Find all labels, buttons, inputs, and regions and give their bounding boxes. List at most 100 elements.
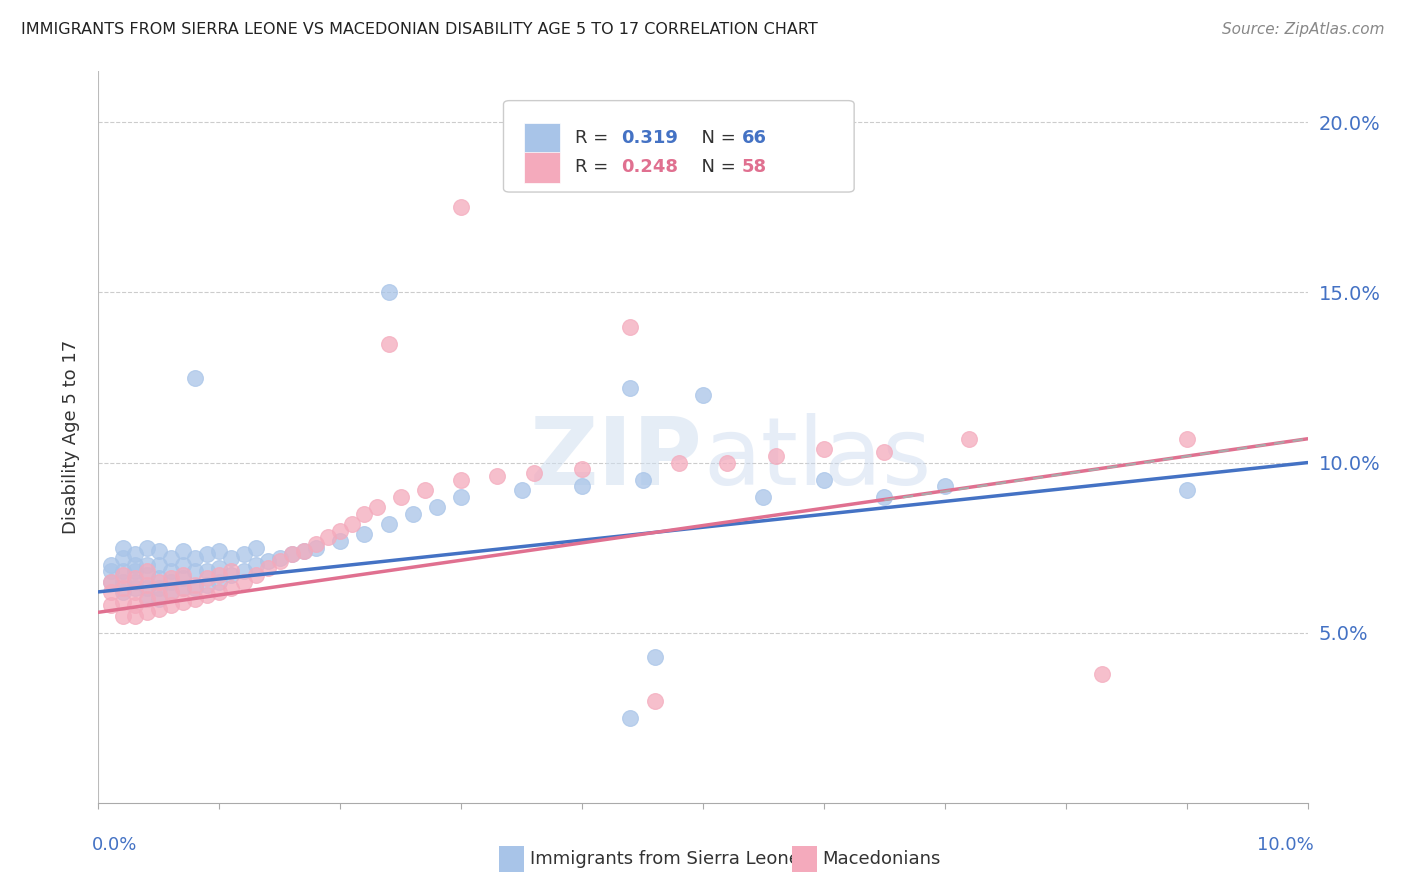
Point (450, 201, 472, 215)
Text: Source: ZipAtlas.com: Source: ZipAtlas.com (1222, 22, 1385, 37)
Point (172, 595, 194, 609)
Point (342, 516, 364, 531)
Point (184, 370, 207, 384)
Point (221, 565, 243, 579)
Point (135, 541, 157, 555)
Text: R =: R = (575, 129, 614, 147)
Point (377, 285, 399, 300)
Point (281, 548, 304, 562)
Point (510, 483, 533, 497)
Point (619, 319, 641, 334)
Point (135, 582, 157, 596)
Point (148, 591, 170, 606)
Point (124, 565, 146, 579)
Text: 58: 58 (742, 159, 766, 177)
Point (111, 567, 134, 582)
Point (208, 567, 231, 582)
Point (160, 574, 183, 589)
Text: IMMIGRANTS FROM SIERRA LEONE VS MACEDONIAN DISABILITY AGE 5 TO 17 CORRELATION CH: IMMIGRANTS FROM SIERRA LEONE VS MACEDONI… (21, 22, 818, 37)
Point (172, 571, 194, 585)
Text: 0.0%: 0.0% (93, 836, 138, 854)
Point (221, 567, 243, 582)
Point (135, 591, 157, 606)
Point (765, 449, 787, 463)
Point (292, 544, 315, 558)
Text: 10.0%: 10.0% (1257, 836, 1313, 854)
Point (486, 469, 509, 483)
Point (619, 381, 641, 395)
Point (644, 649, 666, 664)
Point (353, 507, 375, 521)
Point (184, 565, 207, 579)
Point (402, 507, 425, 521)
Text: 0.248: 0.248 (621, 159, 678, 177)
Point (813, 442, 835, 456)
Point (450, 490, 472, 504)
Text: N =: N = (690, 159, 741, 177)
Point (124, 548, 146, 562)
Point (256, 554, 278, 568)
Text: R =: R = (575, 159, 614, 177)
Point (184, 550, 207, 565)
Text: Immigrants from Sierra Leone: Immigrants from Sierra Leone (530, 850, 800, 868)
Point (269, 550, 291, 565)
Point (124, 608, 146, 623)
Point (366, 500, 388, 514)
Text: Macedonians: Macedonians (823, 850, 941, 868)
Point (135, 567, 157, 582)
Point (329, 524, 352, 538)
Point (184, 582, 207, 596)
Point (100, 599, 122, 613)
Point (124, 574, 146, 589)
Point (305, 541, 328, 555)
Point (135, 605, 157, 619)
Point (111, 585, 134, 599)
Point (135, 565, 157, 579)
Point (100, 574, 122, 589)
Point (329, 533, 352, 548)
Point (195, 588, 218, 602)
Point (269, 554, 291, 568)
Point (232, 548, 254, 562)
FancyBboxPatch shape (503, 101, 855, 192)
Point (208, 561, 231, 575)
Point (1175, 432, 1198, 446)
Point (124, 571, 146, 585)
Point (100, 558, 122, 572)
Point (100, 565, 122, 579)
Point (1091, 666, 1114, 681)
Point (292, 544, 315, 558)
Point (245, 541, 267, 555)
Point (413, 483, 436, 497)
Text: ZIP: ZIP (530, 413, 703, 505)
Point (245, 558, 267, 572)
Point (172, 567, 194, 582)
Point (873, 490, 896, 504)
Point (111, 595, 134, 609)
Point (195, 548, 218, 562)
Point (184, 578, 207, 592)
Point (135, 558, 157, 572)
Point (160, 599, 183, 613)
Text: 66: 66 (742, 129, 766, 147)
Point (256, 561, 278, 575)
Point (389, 490, 412, 504)
Point (135, 591, 157, 606)
Point (208, 585, 231, 599)
Point (195, 571, 218, 585)
Point (124, 558, 146, 572)
Text: N =: N = (690, 129, 741, 147)
Point (172, 582, 194, 596)
Point (316, 531, 339, 545)
Point (100, 585, 122, 599)
Point (245, 567, 267, 582)
Point (148, 582, 170, 596)
Point (100, 574, 122, 589)
Point (813, 473, 835, 487)
Point (377, 516, 399, 531)
Point (571, 479, 593, 493)
Point (353, 527, 375, 541)
Point (160, 550, 183, 565)
Point (957, 432, 980, 446)
Text: 0.319: 0.319 (621, 129, 678, 147)
